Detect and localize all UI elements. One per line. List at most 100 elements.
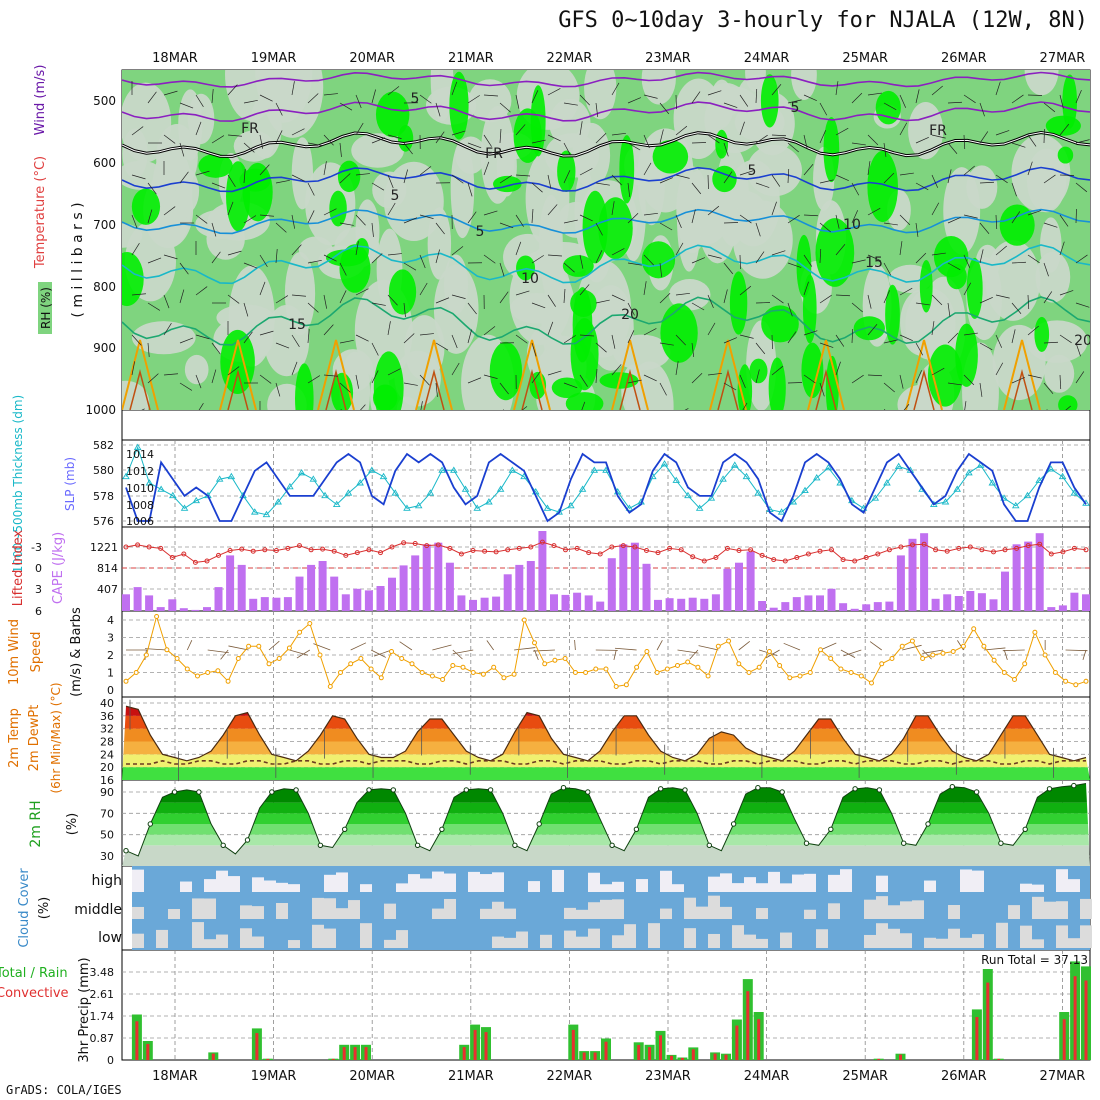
- cape-bar: [584, 595, 593, 611]
- cape-bar: [422, 544, 431, 611]
- wind-speed-point: [634, 664, 640, 670]
- wind-barb: [659, 129, 664, 144]
- wind-barb: [275, 102, 283, 116]
- wind-barb: [323, 254, 337, 262]
- wind-barb: [771, 365, 784, 376]
- cloud-cover-cell: [324, 898, 336, 919]
- li-point: [597, 551, 603, 557]
- cloud-cover-cell: [132, 906, 144, 919]
- wind-barb-10m: [983, 647, 1006, 651]
- wind-barb: [131, 174, 146, 180]
- thickness-point: [297, 468, 306, 476]
- cloud-cover-cell: [1068, 879, 1080, 892]
- li-point: [690, 554, 696, 560]
- pressure-tick: 500: [93, 94, 116, 108]
- thickness-point: [1058, 472, 1067, 480]
- wind-barb: [851, 302, 863, 313]
- li-point: [620, 543, 626, 549]
- precip-convective-bar: [1073, 976, 1077, 1060]
- wind-barb: [1011, 376, 1025, 384]
- rh-axis-label: RH (%): [39, 287, 53, 329]
- wind-barb: [371, 137, 386, 144]
- contour-warm-spike: [905, 339, 943, 410]
- wind-barb: [899, 287, 913, 296]
- wind-barb: [915, 342, 924, 356]
- rh-dry-region: [404, 315, 445, 381]
- cape-tick: 814: [97, 562, 118, 575]
- wind-barb: [147, 373, 159, 384]
- wind-speed-point: [623, 682, 629, 688]
- wind-barb: [931, 202, 940, 216]
- wind-barb-10m: [840, 649, 856, 659]
- contour-label: 20: [1074, 333, 1092, 349]
- thickness-tick: 578: [93, 490, 114, 503]
- cape-bar: [550, 594, 558, 611]
- cloud-cover-cell: [768, 871, 780, 892]
- rh-tick: 30: [100, 850, 114, 863]
- wind-barb-10m: [268, 640, 280, 651]
- wind-barb: [819, 382, 825, 397]
- cloud-cover-cell: [756, 883, 768, 892]
- cape-tick: 407: [97, 583, 118, 596]
- wind-barb: [691, 342, 695, 357]
- cloud-cover-cell: [324, 928, 336, 948]
- wind-barb: [883, 172, 895, 184]
- wind-speed-point: [164, 647, 170, 653]
- rh-tick: 50: [100, 829, 114, 842]
- cape-bar: [619, 544, 628, 611]
- li-point: [285, 545, 291, 551]
- thickness-point: [286, 482, 294, 490]
- cape-bar: [1070, 592, 1079, 611]
- rh-moist-region: [825, 355, 839, 410]
- wind-barb: [1043, 262, 1049, 277]
- wind-barb: [1043, 102, 1056, 113]
- wind-speed-point: [154, 614, 160, 619]
- wind-barb: [483, 94, 498, 97]
- wind-barb: [755, 251, 765, 264]
- rh-point: [1022, 826, 1028, 832]
- wind-barb: [499, 262, 505, 277]
- thickness-point: [332, 500, 341, 507]
- temperature-axis-label: Temperature (°C): [33, 156, 48, 269]
- cape-bar: [1058, 605, 1067, 611]
- cape-bar: [492, 596, 501, 611]
- thickness-series: [125, 446, 1087, 516]
- wind-barb: [339, 262, 347, 276]
- wind-barb: [867, 161, 871, 176]
- rh-point: [973, 789, 980, 795]
- thickness-point: [1023, 491, 1032, 499]
- li-point: [493, 549, 499, 555]
- wind-barb-10m: [370, 649, 387, 658]
- wind-barb: [179, 382, 193, 391]
- contour-warm-spike: [219, 339, 257, 410]
- rh-point: [366, 787, 372, 793]
- thickness-point: [660, 460, 669, 467]
- cape-bar: [758, 601, 767, 611]
- wind-barb: [835, 214, 840, 229]
- rh-moist-region: [598, 197, 633, 260]
- wind-barb: [867, 207, 881, 216]
- wind-barb: [147, 342, 150, 357]
- wind-barb: [435, 222, 445, 235]
- wind-barb: [195, 170, 210, 176]
- cape-bar: [145, 595, 154, 611]
- li-point: [331, 548, 337, 554]
- wind-barb: [483, 161, 490, 176]
- cape-bar: [931, 598, 940, 611]
- rh-point: [342, 826, 348, 832]
- rh-dry-region: [427, 207, 452, 280]
- wind-barb: [547, 370, 562, 376]
- wind-barb-10m: [145, 648, 167, 651]
- rh-moist-region: [749, 358, 768, 384]
- li-point: [412, 541, 418, 546]
- cloud-cover-cell: [156, 929, 168, 948]
- cape-bar: [1035, 533, 1044, 611]
- wind-barb: [291, 174, 305, 182]
- wind-barb: [979, 296, 993, 304]
- li-point: [262, 547, 268, 553]
- wind-barb: [611, 201, 615, 216]
- wind-speed-point: [869, 680, 874, 686]
- precip-convective-bar: [997, 1058, 1001, 1060]
- wind-tick: 4: [107, 614, 114, 627]
- wind-barb: [467, 302, 477, 315]
